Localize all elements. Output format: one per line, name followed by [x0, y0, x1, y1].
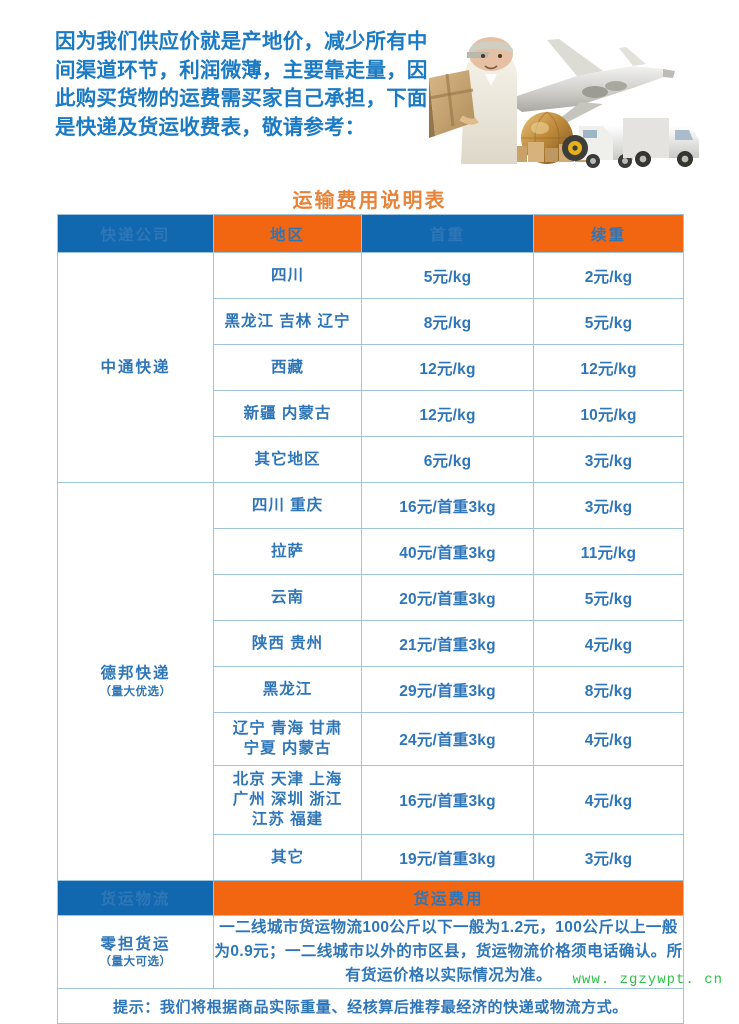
- region-cell: 西藏: [213, 344, 362, 391]
- table-row: 黑龙江 29元/首重3kg 8元/kg: [58, 666, 684, 713]
- tip-text: 提示：我们将根据商品实际重量、经核算后推荐最经济的快递或物流方式。: [57, 988, 684, 1024]
- airplane-icon: [505, 39, 675, 123]
- first-weight-cell: 5元/kg: [361, 252, 534, 299]
- extra-weight-cell: 3元/kg: [533, 482, 684, 529]
- table-row: 云南 20元/首重3kg 5元/kg: [58, 574, 684, 621]
- table-row: 拉萨 40元/首重3kg 11元/kg: [58, 528, 684, 575]
- first-weight-cell: 24元/首重3kg: [361, 712, 534, 766]
- extra-weight-cell: 12元/kg: [533, 344, 684, 391]
- first-weight-cell: 29元/首重3kg: [361, 666, 534, 713]
- region-cell: 四川: [213, 252, 362, 299]
- first-weight-cell: 20元/首重3kg: [361, 574, 534, 621]
- first-weight-cell: 6元/kg: [361, 436, 534, 483]
- carrier-cell-zto: 中通快递: [57, 252, 214, 483]
- intro-paragraph: 因为我们供应价就是产地价，减少所有中间渠道环节，利润微薄，主要靠走量，因此购买货…: [55, 30, 428, 139]
- extra-weight-cell: 2元/kg: [533, 252, 684, 299]
- header-carrier: 快递公司: [57, 214, 214, 253]
- extra-weight-cell: 5元/kg: [533, 298, 684, 345]
- first-weight-cell: 8元/kg: [361, 298, 534, 345]
- ltl-label-cell: 零担货运 （量大可选）: [57, 915, 214, 989]
- first-weight-cell: 40元/首重3kg: [361, 528, 534, 575]
- region-cell: 黑龙江 吉林 辽宁: [213, 298, 362, 345]
- region-cell: 新疆 内蒙古: [213, 390, 362, 437]
- table-row: 德邦快递 （量大优选） 四川 重庆 16元/首重3kg 3元/kg: [57, 482, 684, 881]
- carrier-name: 中通快递: [100, 358, 171, 376]
- header-first-weight: 首重: [361, 214, 534, 253]
- first-weight-cell: 12元/kg: [361, 390, 534, 437]
- table-header-row: 快递公司 地区 首重 续重: [57, 214, 684, 253]
- table-row: 陕西 贵州 21元/首重3kg 4元/kg: [58, 620, 684, 667]
- carrier-name-sub: （量大优选）: [99, 685, 172, 698]
- table-row: 西藏 12元/kg 12元/kg: [58, 344, 684, 391]
- header-extra-weight: 续重: [533, 214, 684, 253]
- intro-section: 因为我们供应价就是产地价，减少所有中间渠道环节，利润微薄，主要靠走量，因此购买货…: [0, 0, 739, 178]
- ltl-body-text: 一二线城市货运物流100公斤以下一般为1.2元，100公斤以上一般为0.9元；一…: [213, 915, 684, 989]
- truck-icon: [623, 118, 699, 167]
- extra-weight-cell: 4元/kg: [533, 620, 684, 667]
- region-cell: 四川 重庆: [213, 482, 362, 529]
- extra-weight-cell: 3元/kg: [533, 436, 684, 483]
- extra-weight-cell: 5元/kg: [533, 574, 684, 621]
- freight-header-right: 货运费用: [213, 880, 684, 916]
- first-weight-cell: 16元/首重3kg: [361, 765, 534, 835]
- region-cell: 其它: [213, 834, 362, 881]
- carrier-cell-deppon: 德邦快递 （量大优选）: [57, 482, 214, 881]
- table-row: 黑龙江 吉林 辽宁 8元/kg 5元/kg: [58, 298, 684, 345]
- extra-weight-cell: 3元/kg: [533, 834, 684, 881]
- extra-weight-cell: 8元/kg: [533, 666, 684, 713]
- site-watermark: www. zgzywpt. cn: [572, 972, 723, 988]
- region-cell: 其它地区: [213, 436, 362, 483]
- logistics-collage-image: [427, 14, 727, 174]
- shipping-rate-table: 快递公司 地区 首重 续重 中通快递 四川 5元/kg 2元/kg 黑龙江 吉林…: [57, 214, 684, 1024]
- carton-box-icon: [428, 70, 479, 138]
- header-region: 地区: [213, 214, 362, 253]
- carrier-name: 德邦快递: [100, 665, 171, 683]
- table-row: 新疆 内蒙古 12元/kg 10元/kg: [58, 390, 684, 437]
- table-row: 其它 19元/首重3kg 3元/kg: [58, 834, 684, 881]
- delivery-man-icon: [461, 37, 517, 164]
- tip-row: 提示：我们将根据商品实际重量、经核算后推荐最经济的快递或物流方式。: [57, 988, 684, 1024]
- tyre-icon: [562, 135, 588, 161]
- first-weight-cell: 12元/kg: [361, 344, 534, 391]
- extra-weight-cell: 4元/kg: [533, 712, 684, 766]
- extra-weight-cell: 11元/kg: [533, 528, 684, 575]
- table-row: 中通快递 四川 5元/kg 2元/kg: [57, 252, 684, 483]
- ltl-row: 零担货运 （量大可选） 一二线城市货运物流100公斤以下一般为1.2元，100公…: [57, 915, 684, 989]
- region-cell: 陕西 贵州: [213, 620, 362, 667]
- region-cell: 黑龙江: [213, 666, 362, 713]
- extra-weight-cell: 4元/kg: [533, 765, 684, 835]
- region-cell: 拉萨: [213, 528, 362, 575]
- freight-header-row: 货运物流 货运费用: [57, 880, 684, 916]
- first-weight-cell: 21元/首重3kg: [361, 620, 534, 667]
- freight-header-left: 货运物流: [57, 880, 214, 916]
- first-weight-cell: 19元/首重3kg: [361, 834, 534, 881]
- region-cell: 辽宁 青海 甘肃 宁夏 内蒙古: [213, 712, 362, 766]
- region-cell: 云南: [213, 574, 362, 621]
- ltl-label-sub: （量大可选）: [99, 956, 172, 968]
- region-cell: 北京 天津 上海 广州 深圳 浙江 江苏 福建: [213, 765, 362, 835]
- extra-weight-cell: 10元/kg: [533, 390, 684, 437]
- ltl-label: 零担货运: [100, 935, 171, 953]
- first-weight-cell: 16元/首重3kg: [361, 482, 534, 529]
- table-title: 运输费用说明表: [292, 190, 447, 212]
